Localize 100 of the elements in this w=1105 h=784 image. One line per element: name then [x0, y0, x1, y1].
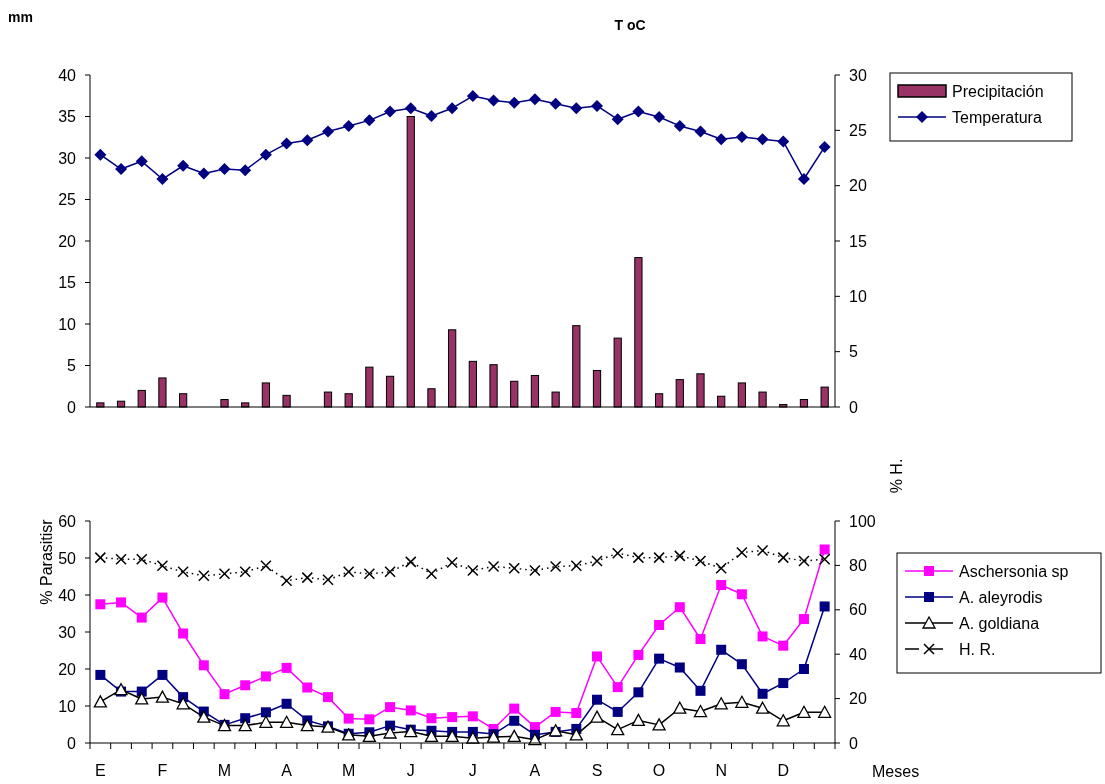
- point: [280, 137, 293, 150]
- point: [693, 704, 708, 718]
- y2-tick-label: 20: [849, 177, 867, 195]
- point: [301, 134, 314, 147]
- point: [426, 713, 437, 724]
- point: [673, 119, 686, 132]
- point: [757, 631, 768, 642]
- point: [509, 715, 520, 726]
- point: [714, 697, 728, 710]
- point: [777, 135, 790, 148]
- y2-tick-label: 80: [849, 557, 867, 574]
- point: [447, 712, 458, 723]
- point: [654, 653, 665, 664]
- point: [280, 574, 293, 587]
- y2-tick-label: 10: [849, 287, 867, 305]
- legend-label: A. aleyrodis: [959, 588, 1043, 606]
- point: [218, 568, 231, 580]
- point: [797, 173, 810, 186]
- point: [321, 125, 334, 138]
- point: [797, 705, 811, 718]
- point: [611, 113, 624, 126]
- point: [156, 173, 169, 186]
- point: [653, 551, 665, 564]
- point: [425, 109, 438, 122]
- x-tick-label: D: [777, 762, 790, 779]
- point: [757, 688, 768, 699]
- point: [405, 556, 417, 568]
- point: [178, 628, 189, 639]
- legend-label: A. goldiana: [959, 614, 1040, 632]
- point: [507, 729, 521, 742]
- point: [157, 669, 168, 680]
- point: [240, 680, 251, 691]
- point: [715, 133, 728, 146]
- point: [425, 568, 438, 580]
- point: [281, 662, 292, 673]
- point: [569, 728, 583, 741]
- point: [384, 105, 397, 118]
- y2-tick-label: 5: [849, 343, 858, 361]
- point: [735, 130, 748, 143]
- point: [590, 710, 604, 723]
- y2-tick-label: 30: [849, 66, 867, 84]
- point: [778, 678, 789, 689]
- y-tick-label: 50: [58, 549, 77, 567]
- y-tick-label: 25: [58, 191, 77, 209]
- point: [198, 570, 210, 582]
- point: [487, 94, 500, 107]
- point: [301, 571, 314, 584]
- point: [716, 644, 727, 655]
- point: [343, 713, 354, 724]
- y-axis-title: mm: [8, 9, 33, 25]
- point: [279, 715, 294, 728]
- point: [115, 553, 127, 565]
- point: [612, 682, 623, 693]
- point: [424, 729, 439, 742]
- x-tick-label: A: [281, 762, 293, 779]
- point: [197, 710, 211, 723]
- point: [798, 555, 810, 567]
- point: [95, 669, 106, 680]
- point: [135, 553, 148, 565]
- point: [736, 546, 748, 559]
- point: [674, 602, 685, 613]
- point: [155, 690, 170, 703]
- y-tick-label: 10: [58, 315, 77, 333]
- point: [570, 560, 583, 572]
- y2-tick-label: 100: [849, 512, 876, 530]
- point: [197, 167, 210, 180]
- y-tick-label: 0: [67, 398, 77, 416]
- y-axis-title: % Parasitisr: [38, 518, 55, 605]
- point: [405, 705, 416, 716]
- point: [818, 705, 832, 718]
- point: [674, 662, 685, 673]
- y-tick-label: 60: [58, 512, 77, 530]
- point: [632, 551, 645, 564]
- point: [611, 547, 624, 559]
- point: [384, 566, 396, 578]
- point: [591, 555, 603, 567]
- y-tick-label: 20: [58, 232, 77, 250]
- y-tick-label: 40: [58, 66, 77, 84]
- point: [342, 119, 355, 132]
- x-tick-label: E: [95, 762, 106, 779]
- x-tick-label: O: [652, 762, 666, 779]
- y-tick-label: 0: [67, 734, 77, 752]
- point: [177, 159, 190, 172]
- point: [715, 562, 727, 575]
- point: [115, 163, 128, 176]
- point: [467, 711, 478, 722]
- point: [364, 714, 375, 725]
- point: [716, 580, 727, 591]
- point: [695, 685, 706, 696]
- point: [239, 566, 251, 578]
- point: [322, 574, 334, 586]
- y2-tick-label: 25: [849, 121, 867, 139]
- point: [549, 97, 562, 110]
- point: [592, 651, 603, 662]
- point: [777, 551, 790, 564]
- y-tick-label: 30: [58, 149, 77, 167]
- point: [219, 689, 230, 700]
- point: [631, 713, 646, 727]
- point: [818, 553, 831, 565]
- point: [632, 105, 645, 118]
